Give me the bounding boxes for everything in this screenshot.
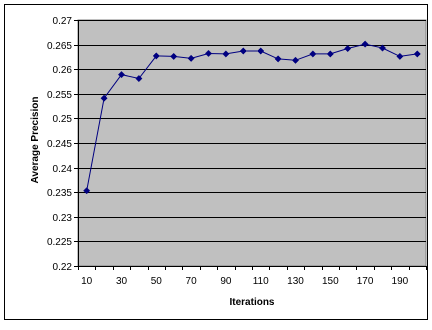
data-point	[83, 187, 91, 195]
data-point	[170, 52, 178, 60]
x-tick-label: 110	[253, 276, 269, 287]
x-tick-label: 30	[116, 276, 128, 287]
x-axis-ticks: 10 30 50 70 90 110 130 150 170 190	[78, 266, 427, 287]
y-tick-label: 0.235	[47, 188, 72, 199]
data-point	[274, 55, 282, 63]
x-tick-label: 70	[186, 276, 198, 287]
y-tick-label: 0.25	[53, 114, 73, 125]
y-tick-label: 0.265	[47, 41, 72, 52]
y-tick-label: 0.225	[47, 237, 72, 248]
y-tick-label: 0.23	[53, 213, 73, 224]
data-point	[135, 74, 143, 83]
data-point	[291, 56, 300, 64]
data-point	[187, 54, 195, 62]
grid-lines	[78, 20, 426, 267]
data-point	[396, 52, 404, 60]
y-tick-label: 0.24	[53, 164, 73, 175]
data-point	[361, 40, 369, 48]
data-point	[152, 52, 160, 60]
data-point	[204, 49, 213, 58]
x-tick-label: 170	[357, 276, 374, 287]
y-tick-label: 0.255	[47, 90, 72, 101]
x-tick-label: 10	[81, 276, 93, 287]
x-tick-label: 130	[287, 276, 304, 287]
data-point	[344, 44, 352, 53]
data-point	[117, 71, 126, 79]
data-series	[83, 40, 421, 195]
data-point	[378, 44, 387, 52]
y-tick-label: 0.245	[47, 139, 72, 150]
x-tick-label: 50	[151, 276, 163, 287]
y-axis-ticks: 0.22 0.225 0.23 0.235 0.24 0.245 0.25 0.255 0.26…	[47, 16, 79, 273]
x-tick-label: 150	[322, 276, 339, 287]
data-point	[257, 47, 265, 55]
y-axis-label: Average Precision	[30, 97, 41, 184]
series-line	[86, 43, 418, 191]
data-point	[413, 50, 421, 58]
x-tick-label: 190	[392, 276, 409, 287]
y-tick-label: 0.26	[53, 65, 73, 76]
data-point	[239, 47, 247, 55]
x-tick-label: 90	[220, 276, 232, 287]
x-axis-label: Iterations	[229, 297, 274, 308]
data-point	[309, 50, 317, 58]
y-tick-label: 0.27	[53, 16, 73, 27]
data-point	[100, 94, 108, 102]
y-tick-label: 0.22	[53, 262, 73, 273]
data-point	[326, 50, 334, 58]
data-point	[222, 50, 230, 58]
